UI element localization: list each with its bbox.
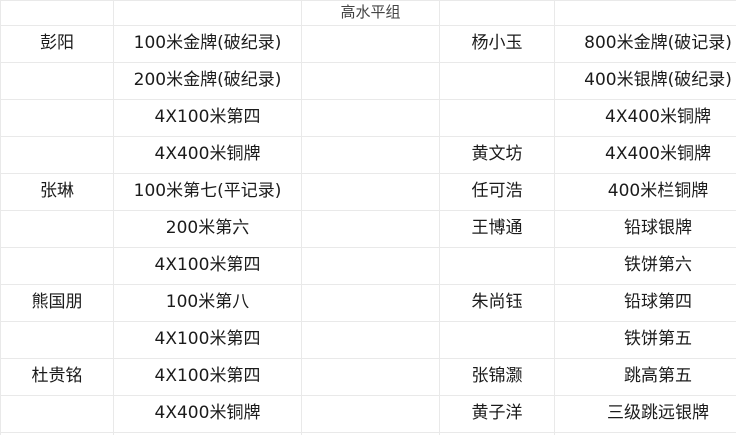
cell-spacer[interactable] bbox=[301, 395, 440, 433]
cell-athlete-name[interactable] bbox=[0, 210, 114, 248]
cell-result[interactable]: 800米金牌(破记录) bbox=[554, 25, 736, 63]
cell-result[interactable]: 铅球第四 bbox=[554, 284, 736, 322]
cell-athlete-name[interactable] bbox=[439, 247, 555, 285]
cell-result[interactable]: 100米第八 bbox=[113, 284, 302, 322]
cell-spacer[interactable] bbox=[301, 25, 440, 63]
cell-result[interactable]: 铁饼第五 bbox=[554, 321, 736, 359]
cell-athlete-name[interactable]: 熊国朋 bbox=[0, 284, 114, 322]
cell-result[interactable]: 4X400米铜牌 bbox=[554, 136, 736, 174]
cell-result[interactable]: 100米金牌(破纪录) bbox=[113, 25, 302, 63]
group-title[interactable]: 高水平组 bbox=[301, 0, 440, 26]
cell-athlete-name[interactable]: 张锦灏 bbox=[439, 358, 555, 396]
cell-athlete-name[interactable] bbox=[0, 62, 114, 100]
cell-athlete-name[interactable]: 朱尚钰 bbox=[439, 284, 555, 322]
table-row: 杜贵铭 4X100米第四 张锦灏 跳高第五 bbox=[0, 358, 736, 396]
cell-result[interactable]: 4X100米第四 bbox=[113, 358, 302, 396]
table-row: 彭阳 100米金牌(破纪录) 杨小玉 800米金牌(破记录) bbox=[0, 25, 736, 63]
cell-result[interactable]: 4X400米铜牌 bbox=[113, 136, 302, 174]
cell-spacer[interactable] bbox=[301, 210, 440, 248]
cell-result[interactable]: 200米第六 bbox=[113, 210, 302, 248]
cell-athlete-name[interactable] bbox=[439, 321, 555, 359]
cell-spacer[interactable] bbox=[301, 358, 440, 396]
cell-result[interactable]: 铁饼第六 bbox=[554, 247, 736, 285]
cell-result[interactable]: 4X100米第四 bbox=[113, 321, 302, 359]
cell-result[interactable]: 400米栏铜牌 bbox=[554, 173, 736, 211]
table-row: 熊国朋 100米第八 朱尚钰 铅球第四 bbox=[0, 284, 736, 322]
cell-result[interactable]: 4X100米第四 bbox=[113, 247, 302, 285]
cell-result[interactable]: 4X100米第四 bbox=[113, 99, 302, 137]
table-row: 安玉霞 3000米第三 bbox=[0, 432, 736, 435]
table-row: 4X100米第四 铁饼第五 bbox=[0, 321, 736, 359]
cell-result[interactable]: 200米金牌(破纪录) bbox=[113, 62, 302, 100]
cell-athlete-name[interactable]: 杜贵铭 bbox=[0, 358, 114, 396]
cell-athlete-name[interactable] bbox=[0, 136, 114, 174]
cell-athlete-name[interactable] bbox=[0, 99, 114, 137]
cell-athlete-name[interactable] bbox=[0, 321, 114, 359]
cell-result[interactable]: 三级跳远银牌 bbox=[554, 395, 736, 433]
table-row: 4X100米第四 铁饼第六 bbox=[0, 247, 736, 285]
cell-athlete-name[interactable]: 张琳 bbox=[0, 173, 114, 211]
cell-spacer[interactable] bbox=[301, 136, 440, 174]
cell-spacer[interactable] bbox=[301, 284, 440, 322]
cell-athlete-name[interactable]: 杨小玉 bbox=[439, 25, 555, 63]
cell-spacer[interactable] bbox=[301, 99, 440, 137]
cell-result[interactable]: 铅球银牌 bbox=[554, 210, 736, 248]
table-row: 200米第六 王博通 铅球银牌 bbox=[0, 210, 736, 248]
table-row: 4X400米铜牌 黄子洋 三级跳远银牌 bbox=[0, 395, 736, 433]
cell-athlete-name[interactable]: 任可浩 bbox=[439, 173, 555, 211]
cell-result[interactable] bbox=[554, 432, 736, 435]
table-row: 4X100米第四 4X400米铜牌 bbox=[0, 99, 736, 137]
cell-athlete-name[interactable]: 黄文坊 bbox=[439, 136, 555, 174]
cell-result[interactable]: 4X400米铜牌 bbox=[554, 99, 736, 137]
table-row: 200米金牌(破纪录) 400米银牌(破纪录) bbox=[0, 62, 736, 100]
cell-athlete-name[interactable]: 黄子洋 bbox=[439, 395, 555, 433]
cell-athlete-name[interactable]: 王博通 bbox=[439, 210, 555, 248]
table-row: 4X400米铜牌 黄文坊 4X400米铜牌 bbox=[0, 136, 736, 174]
cell-athlete-name[interactable] bbox=[0, 395, 114, 433]
cell-athlete-name[interactable] bbox=[0, 247, 114, 285]
cell-result[interactable]: 4X400米铜牌 bbox=[113, 395, 302, 433]
cell-result[interactable]: 100米第七(平记录) bbox=[113, 173, 302, 211]
cell-athlete-name[interactable] bbox=[439, 62, 555, 100]
cell-athlete-name[interactable] bbox=[439, 99, 555, 137]
cell-athlete-name[interactable]: 彭阳 bbox=[0, 25, 114, 63]
cell-spacer[interactable] bbox=[301, 62, 440, 100]
cell-spacer[interactable] bbox=[301, 247, 440, 285]
cell-result[interactable]: 跳高第五 bbox=[554, 358, 736, 396]
cell-spacer[interactable] bbox=[301, 321, 440, 359]
cell-r0-c1[interactable] bbox=[113, 0, 302, 26]
cell-spacer[interactable] bbox=[301, 173, 440, 211]
table-row-header: 高水平组 bbox=[0, 0, 736, 26]
table-row: 张琳 100米第七(平记录) 任可浩 400米栏铜牌 bbox=[0, 173, 736, 211]
cell-r0-c3[interactable] bbox=[439, 0, 555, 26]
cell-r0-c0[interactable] bbox=[0, 0, 114, 26]
cell-r0-c4[interactable] bbox=[554, 0, 736, 26]
cell-result[interactable]: 400米银牌(破纪录) bbox=[554, 62, 736, 100]
